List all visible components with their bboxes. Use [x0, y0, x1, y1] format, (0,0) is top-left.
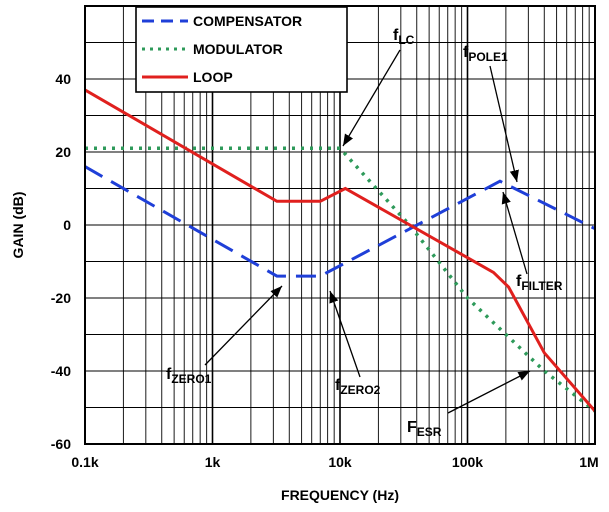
annotation-arrow-fesr: [447, 370, 531, 414]
annotation-arrow-flc: [342, 49, 401, 147]
annotation-label-fzero1: fZERO1: [166, 366, 212, 386]
legend-label-loop: LOOP: [193, 69, 233, 85]
annotation-label-ffilter: fFILTER: [516, 273, 563, 293]
y-tick-label: -60: [51, 436, 71, 452]
series-line-loop: [84, 88, 597, 413]
annotation-label-fesr: FESR: [407, 419, 442, 439]
tick-labels: 0.1k 1k 10k 100k 1M 40 20 0 -20 -40 -60: [51, 71, 599, 470]
y-tick-label: -20: [51, 290, 71, 306]
legend-label-compensator: COMPENSATOR: [193, 13, 302, 29]
x-tick-label: 0.1k: [71, 454, 98, 470]
y-tick-label: 0: [63, 217, 71, 233]
series-group: [84, 88, 597, 413]
plot-frame: [84, 5, 596, 445]
annotation-arrow-fpole1: [489, 65, 519, 183]
x-tick-label: 1k: [205, 454, 221, 470]
y-tick-label: 40: [55, 71, 71, 87]
x-tick-label: 1M: [579, 454, 598, 470]
annotations: fLC fPOLE1 fFILTER fZERO1 fZERO2 FESR: [166, 27, 563, 439]
annotation-label-fzero2: fZERO2: [335, 377, 381, 397]
y-tick-label: 20: [55, 144, 71, 160]
annotation-label-fpole1: fPOLE1: [463, 44, 508, 64]
legend: COMPENSATOR MODULATOR LOOP: [135, 6, 348, 93]
y-axis-title: GAIN (dB): [10, 192, 26, 259]
annotation-label-flc: fLC: [393, 27, 415, 47]
annotation-arrow-fzero1: [204, 285, 283, 366]
legend-label-modulator: MODULATOR: [193, 41, 283, 57]
y-tick-label: -40: [51, 363, 71, 379]
annotation-arrow-fzero2: [329, 290, 361, 378]
x-tick-label: 10k: [328, 454, 352, 470]
x-tick-label: 100k: [452, 454, 483, 470]
series-line-modulator: [85, 146, 597, 413]
x-axis-title: FREQUENCY (Hz): [281, 487, 399, 503]
annotation-arrow-ffilter: [501, 191, 528, 275]
